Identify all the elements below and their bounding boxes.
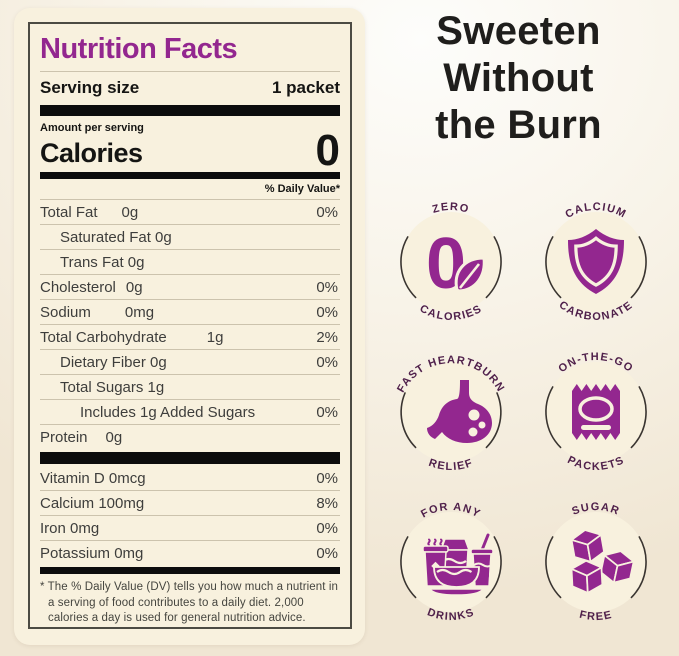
nutrient-name: Vitamin D 0mcg [40,469,146,487]
nutrient-dv: 0% [316,278,338,296]
calories-row: Calories 0 [40,126,340,175]
nutrient-dv: 2% [316,328,338,346]
medium-divider-bar [40,172,340,180]
sugar-cubes-icon [570,529,635,594]
nutrient-name: Iron 0mg [40,519,100,537]
badge-arc-left [545,386,562,449]
nutrition-label: Nutrition Facts Serving size 1 packet Am… [28,22,352,629]
badge-arc-right [485,536,502,599]
nutrient-amount: 0g [121,203,139,221]
drinks-icon [422,533,494,596]
table-row-calcium: Calcium 100mg 8% [40,491,340,517]
table-row-added-sugars: Includes 1g Added Sugars 0% [40,400,340,426]
nutrient-dv: 8% [316,494,338,512]
badge-bottom-text: DRINKS [426,606,477,623]
badge-arc-left [400,536,417,599]
nutrient-dv: 0% [316,469,338,487]
badge-for-any-drinks: FOR ANY DRINKS [400,501,502,623]
table-row-dietary-fiber: Dietary Fiber 0g 0% [40,350,340,376]
table-row-total-sugars: Total Sugars 1g [40,375,340,401]
badge-bottom-text: FREE [578,609,614,623]
daily-value-footnote: * The % Daily Value (DV) tells you how m… [40,581,339,624]
serving-size-value: 1 packet [271,78,340,97]
table-row-potassium: Potassium 0mg 0% [40,541,340,565]
badge-zero-calories: ZERO CALORIES 0 [400,201,502,323]
badge-on-the-go-packets: ON-THE-GO PACKETS [545,351,647,473]
nutrient-dv: 0% [316,353,338,371]
table-row-vitamin-d: Vitamin D 0mcg 0% [40,466,340,492]
thick-divider-bar [40,105,340,116]
nutrient-dv: 0% [316,203,338,221]
badge-heartburn-relief: FAST HEARTBURN RELIEF [395,354,506,473]
thin-divider-bar [40,567,340,575]
badge-calcium-carbonate: CALCIUM CARBONATE [545,201,647,323]
table-row-total-carbohydrate: Total Carbohydrate 1g 2% [40,325,340,351]
nutrient-dv: 0% [316,403,338,421]
zero-calories-icon: 0 [426,224,486,304]
nutrient-name: Trans Fat 0g [60,253,145,271]
table-row-protein: Protein 0g [40,425,340,449]
amount-per-serving-label: Amount per serving [40,122,144,134]
nutrient-name: Total Carbohydrate [40,328,167,346]
calories-label: Calories [40,138,143,169]
headline-line-3: the Burn [435,102,602,147]
thick-divider-bar [40,452,340,465]
badge-arc-left [400,392,417,449]
table-row-cholesterol: Cholesterol 0g 0% [40,275,340,301]
badge-arc-right [485,392,502,449]
serving-size-label: Serving size [40,78,140,97]
badge-sugar-free: SUGAR FREE [545,501,647,623]
badge-bottom-text: PACKETS [565,454,626,473]
calcium-shield-icon [568,229,624,294]
nutrient-dv: 0% [316,544,338,562]
table-row-saturated-fat: Saturated Fat 0g [40,225,340,251]
table-row-iron: Iron 0mg 0% [40,516,340,542]
nutrient-name: Sodium [40,303,91,321]
page-title: Sweeten Without the Burn [372,8,665,148]
nutrient-name: Includes 1g Added Sugars [80,403,256,421]
nutrient-name: Total Sugars 1g [60,378,165,396]
nutrient-amount: 1g [206,328,224,346]
daily-value-header: % Daily Value* [40,179,340,201]
nutrient-amount: 0mg [124,303,155,321]
badge-circle [546,512,646,612]
nutrition-label-title: Nutrition Facts [40,31,340,72]
headline-line-1: Sweeten [436,9,601,53]
badge-arc-left [545,236,562,299]
table-row-sodium: Sodium 0mg 0% [40,300,340,326]
nutrient-amount: 0g [125,278,143,296]
nutrient-name: Calcium 100mg [40,494,145,512]
badge-arc-left [400,236,417,299]
calories-value: 0 [315,126,340,175]
nutrient-dv: 0% [316,303,338,321]
badge-top-text: SUGAR [570,501,621,518]
badge-bottom-text: RELIEF [427,457,475,473]
nutrient-name: Protein [40,428,88,446]
table-row-total-fat: Total Fat 0g 0% [40,200,340,226]
stomach-icon [427,380,492,443]
nutrient-name: Dietary Fiber 0g [60,353,167,371]
nutrient-amount: 0g [105,428,123,446]
nutrient-name: Total Fat [40,203,98,221]
badge-arc-right [630,536,647,599]
badge-arc-right [630,236,647,299]
nutrient-name: Potassium 0mg [40,544,144,562]
serving-size-row: Serving size 1 packet [40,72,340,105]
badge-arc-left [545,536,562,599]
table-row-trans-fat: Trans Fat 0g [40,250,340,276]
packet-icon [572,384,620,440]
headline-line-2: Without [443,55,594,100]
badge-circle [401,212,501,312]
nutrient-name: Cholesterol [40,278,116,296]
badge-arc-right [485,236,502,299]
badge-arc-right [630,386,647,449]
nutrient-dv: 0% [316,519,338,537]
nutrition-label-card: Nutrition Facts Serving size 1 packet Am… [14,8,365,645]
nutrient-name: Saturated Fat 0g [60,228,172,246]
